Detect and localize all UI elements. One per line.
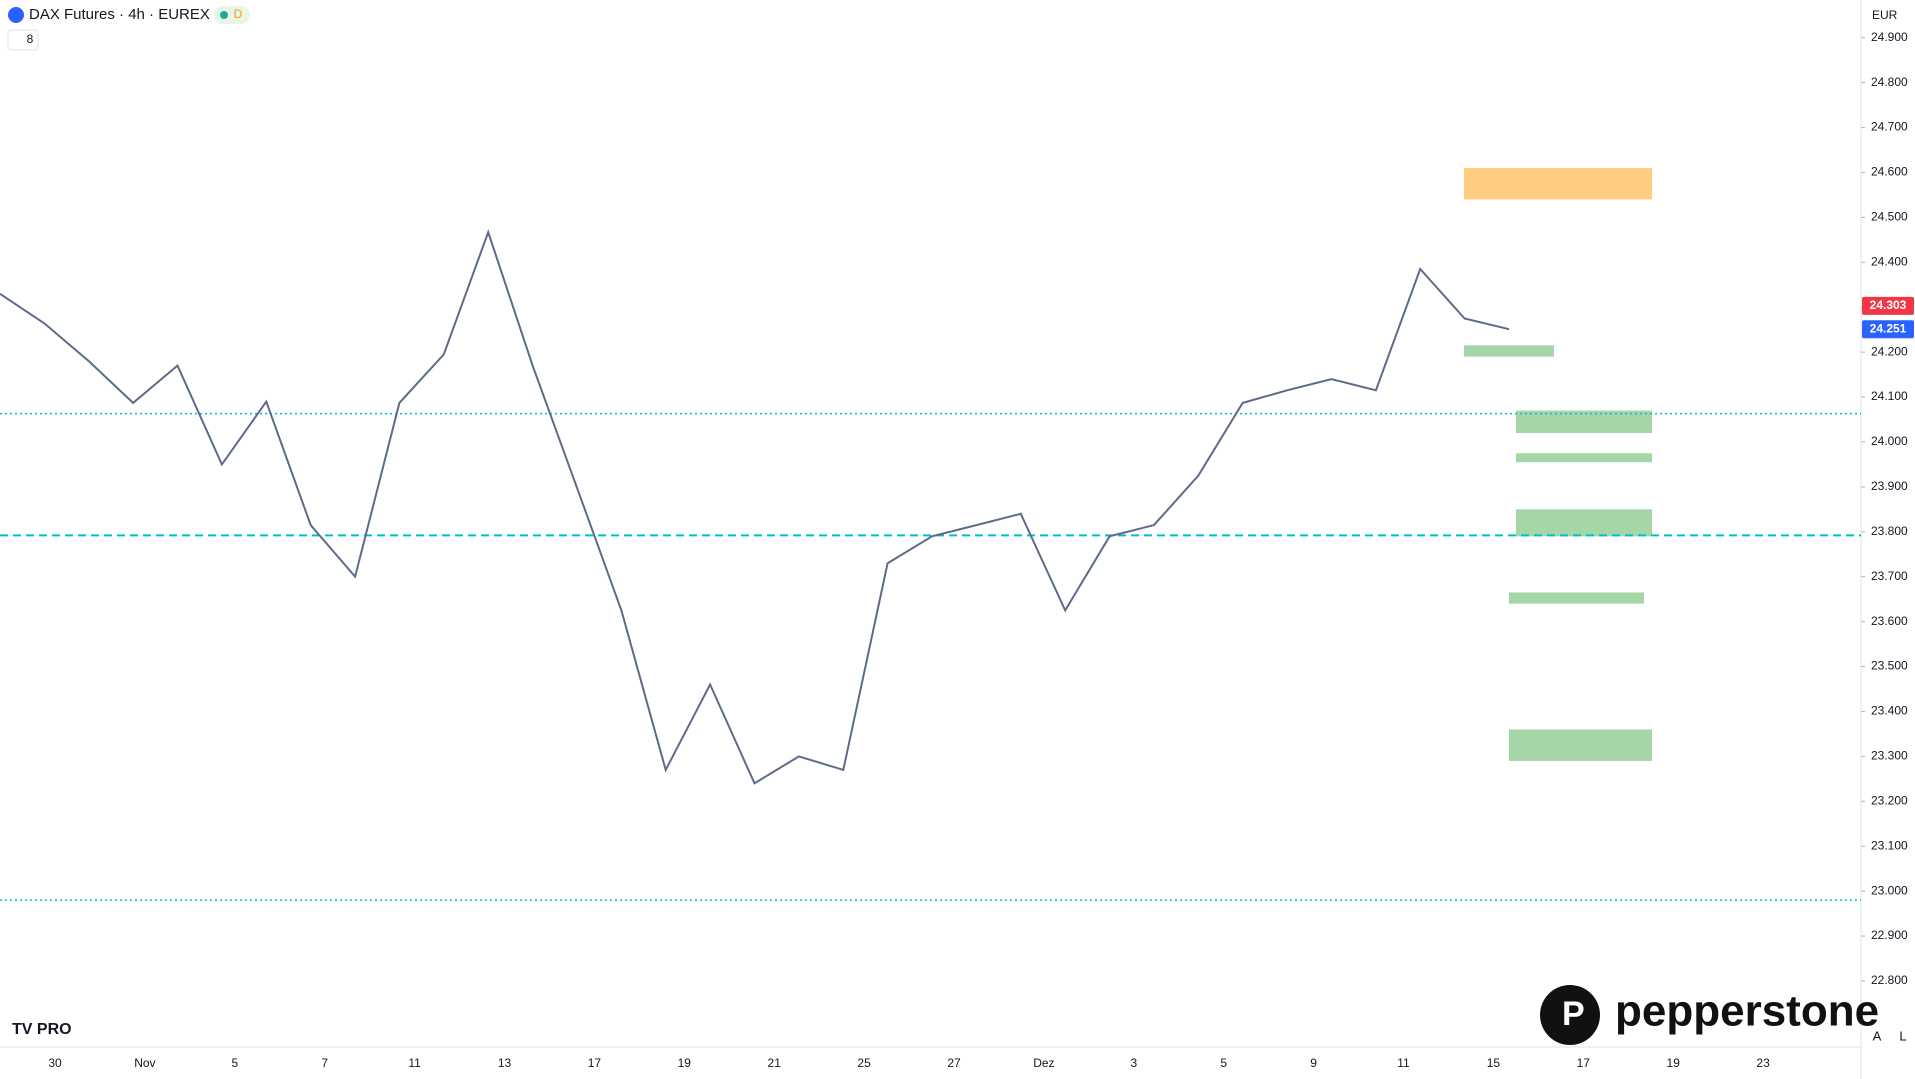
y-tick-label: 24.700 bbox=[1871, 120, 1908, 134]
y-tick-label: 22.900 bbox=[1871, 928, 1908, 942]
y-tick-label: 24.800 bbox=[1871, 75, 1908, 89]
x-tick-label: 5 bbox=[231, 1056, 238, 1070]
y-tick-label: 23.400 bbox=[1871, 704, 1908, 718]
x-tick-label: Dez bbox=[1033, 1056, 1054, 1070]
tv-logo: TV PRO bbox=[12, 1021, 72, 1038]
x-tick-label: 3 bbox=[1130, 1056, 1137, 1070]
x-tick-label: 9 bbox=[1310, 1056, 1317, 1070]
x-tick-label: 19 bbox=[1667, 1056, 1681, 1070]
price-label: 24.251 bbox=[1870, 321, 1907, 335]
price-line bbox=[0, 229, 1510, 785]
y-tick-label: 23.000 bbox=[1871, 883, 1908, 897]
log-button[interactable]: L bbox=[1899, 1028, 1906, 1043]
indicator-box[interactable] bbox=[7, 29, 39, 51]
price-label-bg bbox=[1862, 320, 1914, 339]
x-tick-label: 19 bbox=[678, 1056, 692, 1070]
x-tick-label: 11 bbox=[1397, 1056, 1410, 1070]
y-tick-label: 23.700 bbox=[1871, 569, 1908, 583]
x-tick-label: 17 bbox=[588, 1056, 602, 1070]
chart-title[interactable]: DAX Futures · 4h · EUREX bbox=[29, 6, 210, 23]
price-label-bg bbox=[1862, 296, 1914, 315]
y-tick-label: 23.900 bbox=[1871, 479, 1908, 493]
x-tick-label: 23 bbox=[1756, 1056, 1770, 1070]
y-tick-label: 23.300 bbox=[1871, 749, 1908, 763]
x-tick-label: 17 bbox=[1577, 1056, 1591, 1070]
zone bbox=[1516, 410, 1652, 433]
y-tick-label: 24.000 bbox=[1871, 434, 1908, 448]
x-tick-label: 5 bbox=[1220, 1056, 1227, 1070]
currency[interactable]: EUR bbox=[1872, 8, 1898, 22]
x-tick-label: 13 bbox=[498, 1056, 512, 1070]
y-tick-label: 23.600 bbox=[1871, 614, 1908, 628]
y-tick-label: 23.800 bbox=[1871, 524, 1908, 538]
zone bbox=[1509, 729, 1652, 761]
x-tick-label: 21 bbox=[768, 1056, 782, 1070]
y-tick-label: 24.400 bbox=[1871, 254, 1908, 268]
y-tick-label: 23.200 bbox=[1871, 793, 1908, 807]
badge-dot bbox=[220, 11, 228, 19]
y-tick-label: 24.200 bbox=[1871, 344, 1908, 358]
badge: D bbox=[234, 7, 243, 21]
y-tick-label: 24.600 bbox=[1871, 165, 1908, 179]
y-tick-label: 24.100 bbox=[1871, 389, 1908, 403]
x-tick-label: 15 bbox=[1487, 1056, 1501, 1070]
indicator-count[interactable]: 8 bbox=[27, 32, 34, 46]
y-tick-label: 23.500 bbox=[1871, 659, 1908, 673]
zone bbox=[1516, 509, 1652, 537]
x-tick-label: 30 bbox=[48, 1056, 62, 1070]
logo: pepperstone bbox=[1615, 987, 1879, 1036]
x-tick-label: 11 bbox=[408, 1056, 421, 1070]
y-tick-label: 22.800 bbox=[1871, 973, 1908, 987]
logo-mark: P bbox=[1562, 995, 1585, 1033]
auto-button[interactable]: A bbox=[1873, 1028, 1882, 1043]
x-tick-label: 27 bbox=[947, 1056, 961, 1070]
price-label: 24.303 bbox=[1870, 298, 1907, 312]
badge-bg bbox=[214, 6, 250, 24]
logo-icon bbox=[1540, 985, 1600, 1045]
zone bbox=[1516, 453, 1652, 463]
zone bbox=[1464, 167, 1652, 200]
zone bbox=[1509, 592, 1644, 604]
y-tick-label: 24.500 bbox=[1871, 210, 1908, 224]
y-tick-label: 23.100 bbox=[1871, 838, 1908, 852]
x-tick-label: 25 bbox=[857, 1056, 871, 1070]
zone bbox=[1464, 345, 1554, 357]
y-tick-label: 24.900 bbox=[1871, 30, 1908, 44]
x-tick-label: Nov bbox=[134, 1056, 155, 1070]
x-tick-label: 7 bbox=[321, 1056, 328, 1070]
symbol-icon[interactable] bbox=[8, 7, 24, 23]
